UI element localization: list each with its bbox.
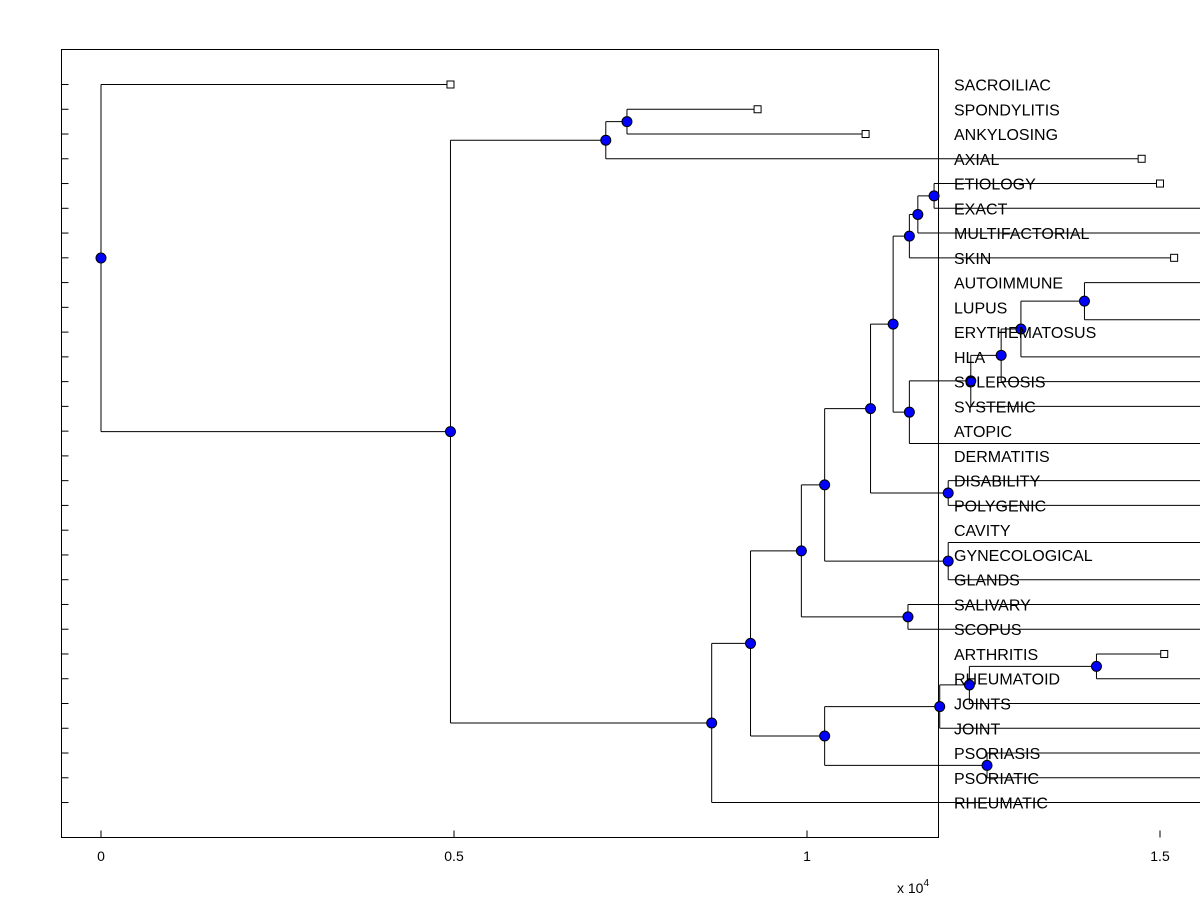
term-label-joint: JOINT: [954, 721, 1000, 738]
leaf-marker-skin: [1170, 253, 1179, 262]
x-scale-exponent-label: x 104: [897, 878, 929, 896]
term-label-joints: JOINTS: [954, 697, 1011, 714]
merge-node-m_systemic_derm: [903, 406, 915, 418]
term-label-rheumatic: RHEUMATIC: [954, 796, 1048, 813]
merge-node-m_hla: [1015, 323, 1027, 335]
merge-node-m_joints: [963, 679, 975, 691]
merge-node-m_glands: [942, 555, 954, 567]
term-label-arthritis: ARTHRITIS: [954, 647, 1038, 664]
merge-node-m_axial: [600, 134, 612, 146]
term-label-disability: DISABILITY: [954, 474, 1041, 491]
term-label-scopus: SCOPUS: [954, 622, 1022, 639]
term-labels: SACROILIAC SPONDYLITIS ANKYLOSING AXIAL ETIO…: [954, 78, 1096, 813]
x-axis-ticks: [100, 830, 1161, 838]
merge-node-m_skin: [903, 230, 915, 242]
merge-node-m_skin_systemic: [887, 318, 899, 330]
merge-node-m_systemic: [965, 375, 977, 387]
term-label-gynecological: GYNECOLOGICAL: [954, 548, 1093, 565]
y-axis-ticks: [61, 84, 69, 804]
merge-node-m_big: [745, 637, 757, 649]
term-label-psoriatic: PSORIATIC: [954, 771, 1039, 788]
term-label-systemic: SYSTEMIC: [954, 399, 1036, 416]
merge-node-m_root: [95, 252, 107, 264]
merge-node-m_spond_ank: [621, 116, 633, 128]
x-tick-label: 1.5: [1150, 848, 1170, 864]
term-label-sacroiliac: SACROILIAC: [954, 78, 1051, 95]
term-label-spondylitis: SPONDYLITIS: [954, 102, 1060, 119]
leaf-markers: [446, 80, 1179, 658]
term-label-autoimmune: AUTOIMMUNE: [954, 276, 1063, 293]
leaf-marker-sacroiliac: [446, 80, 455, 89]
term-label-dermatitis: DERMATITIS: [954, 449, 1050, 466]
merge-node-m_arth_rheumatoid: [1090, 660, 1102, 672]
term-label-skin: SKIN: [954, 251, 991, 268]
merge-node-m_joint: [934, 701, 946, 713]
plot-frame: [61, 49, 939, 838]
term-label-ankylosing: ANKYLOSING: [954, 127, 1058, 144]
x-tick-label: 0: [97, 848, 105, 864]
merge-node-m_scopus_top: [795, 545, 807, 557]
leaf-marker-ankylosing: [861, 130, 870, 139]
term-label-etiology: ETIOLOGY: [954, 177, 1036, 194]
term-label-glands: GLANDS: [954, 573, 1020, 590]
merge-node-m_sclerosis: [995, 349, 1007, 361]
term-label-hla: HLA: [954, 350, 985, 367]
term-label-sclerosis: SCLEROSIS: [954, 375, 1046, 392]
term-label-polygenic: POLYGENIC: [954, 498, 1046, 515]
x-tick-labels: 00.511.52: [97, 848, 1170, 864]
term-label-atopic: ATOPIC: [954, 424, 1012, 441]
x-tick-label: 1: [803, 848, 811, 864]
term-label-multifactorial: MULTIFACTORIAL: [954, 226, 1090, 243]
term-label-lupus: LUPUS: [954, 300, 1007, 317]
merge-node-m_disab_poly: [942, 487, 954, 499]
merge-node-m_sal_scopus: [902, 611, 914, 623]
term-label-psoriasis: PSORIASIS: [954, 746, 1040, 763]
x-scale-exponent: 4: [923, 878, 929, 889]
merge-node-m_psor: [981, 759, 993, 771]
leaf-marker-spondylitis: [753, 105, 762, 114]
merge-node-m_etio_exact: [928, 190, 940, 202]
merge-node-m_joint_psor: [819, 730, 831, 742]
term-label-cavity: CAVITY: [954, 523, 1011, 540]
leaf-marker-axial: [1137, 154, 1146, 163]
merge-node-m_half: [444, 426, 456, 438]
merge-node-m_autoimmune: [1078, 295, 1090, 307]
term-label-exact: EXACT: [954, 201, 1008, 218]
merge-node-m_multi: [912, 208, 924, 220]
merge-node-markers: [95, 116, 1102, 771]
leaf-marker-arthritis: [1160, 649, 1169, 658]
x-tick-label: 0.5: [444, 848, 464, 864]
term-label-salivary: SALIVARY: [954, 597, 1031, 614]
term-label-rheumatoid: RHEUMATOID: [954, 672, 1060, 689]
merge-node-m_rheumatic: [706, 717, 718, 729]
leaf-marker-etiology: [1156, 179, 1164, 188]
term-label-erythematosus: ERYTHEMATOSUS: [954, 325, 1096, 342]
merge-node-m_glands_top: [819, 479, 831, 491]
term-label-axial: AXIAL: [954, 152, 999, 169]
merge-node-m_poly: [865, 403, 877, 415]
